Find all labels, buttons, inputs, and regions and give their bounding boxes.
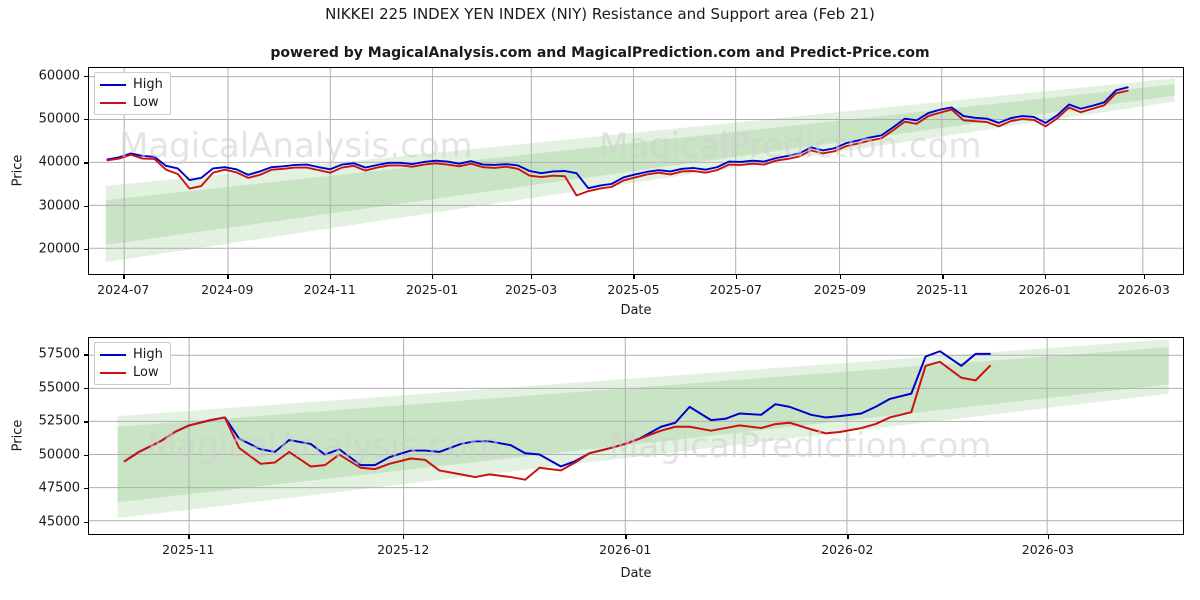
x-tick-mark <box>633 275 635 279</box>
x-tick-mark <box>735 275 738 279</box>
legend-swatch-low <box>100 101 126 104</box>
x-tick-mark <box>403 535 405 539</box>
legend-swatch-low-zoom <box>100 371 126 374</box>
series-line-low <box>106 89 1129 197</box>
y-tick-label: 60000 <box>38 68 80 84</box>
legend-swatch-high <box>100 83 126 86</box>
y-tick-mark <box>84 387 88 390</box>
x-tick-mark <box>942 275 944 279</box>
x-tick-mark <box>188 535 190 539</box>
x-tick-label: 2025-01 <box>405 282 459 297</box>
x-tick-mark <box>1044 275 1046 279</box>
overview-chart-svg <box>89 68 1183 274</box>
x-tick-mark <box>625 535 627 539</box>
zoom-legend: High Low <box>94 342 171 385</box>
y-tick-label: 30000 <box>38 198 80 214</box>
x-tick-mark <box>531 275 533 279</box>
y-tick-mark <box>84 488 88 490</box>
x-tick-label: 2024-09 <box>201 282 254 297</box>
y-tick-mark <box>84 354 88 356</box>
zoom-chart-svg <box>89 338 1183 534</box>
legend-row-high-zoom: High <box>100 347 163 362</box>
x-tick-label: 2025-11 <box>162 542 215 557</box>
x-tick-label: 2024-07 <box>97 282 150 297</box>
support-resistance-band <box>117 347 1169 503</box>
series-line-high <box>123 350 991 468</box>
x-tick-label: 2026-03 <box>1117 282 1170 297</box>
x-tick-label: 2024-11 <box>303 282 356 297</box>
x-tick-label: 2026-02 <box>821 542 874 557</box>
x-tick-mark <box>329 275 331 279</box>
zoom-chart-panel: MagicalAnalysis.com MagicalPrediction.co… <box>88 337 1184 535</box>
y-tick-mark <box>84 521 88 523</box>
y-tick-label: 40000 <box>38 154 80 170</box>
zoom-x-axis-label: Date <box>620 566 652 581</box>
x-tick-mark <box>1143 275 1145 279</box>
x-tick-mark <box>432 275 434 279</box>
x-tick-label: 2026-01 <box>599 542 652 557</box>
y-tick-mark <box>84 454 88 457</box>
y-tick-label: 57500 <box>38 346 80 362</box>
page-subtitle: powered by MagicalAnalysis.com and Magic… <box>270 45 930 61</box>
legend-label-low: Low <box>133 95 159 110</box>
legend-label-low-zoom: Low <box>133 365 159 380</box>
overview-x-axis-label: Date <box>620 303 652 318</box>
y-tick-mark <box>84 249 88 251</box>
x-tick-mark <box>839 275 842 279</box>
overview-chart-panel: MagicalAnalysis.com MagicalPrediction.co… <box>88 67 1184 275</box>
legend-label-high-zoom: High <box>133 347 163 362</box>
x-tick-mark <box>847 535 849 539</box>
y-tick-label: 50000 <box>38 447 80 463</box>
legend-row-low: Low <box>100 95 163 110</box>
x-tick-label: 2025-12 <box>377 542 430 557</box>
y-tick-label: 47500 <box>38 480 80 496</box>
overview-legend: High Low <box>94 72 171 115</box>
x-tick-mark <box>227 275 229 279</box>
x-tick-mark <box>123 275 125 279</box>
y-tick-label: 52500 <box>38 413 80 429</box>
y-tick-label: 45000 <box>38 514 80 530</box>
y-tick-mark <box>84 205 88 207</box>
x-tick-label: 2025-03 <box>504 282 558 297</box>
x-tick-label: 2026-03 <box>1021 542 1075 557</box>
series-line-high <box>106 86 1129 190</box>
x-tick-label: 2025-09 <box>813 282 867 297</box>
legend-swatch-high-zoom <box>100 353 126 356</box>
x-tick-label: 2025-07 <box>709 282 762 297</box>
x-tick-label: 2026-01 <box>1018 282 1071 297</box>
y-tick-mark <box>84 75 88 77</box>
y-tick-label: 50000 <box>38 111 80 127</box>
y-tick-mark <box>84 421 88 423</box>
x-tick-mark <box>1047 535 1050 539</box>
y-tick-mark <box>84 162 88 164</box>
overview-plot-area: MagicalAnalysis.com MagicalPrediction.co… <box>88 67 1184 275</box>
y-tick-label: 20000 <box>38 241 80 257</box>
overview-y-axis-label: Price <box>10 154 26 187</box>
legend-row-high: High <box>100 77 163 92</box>
y-tick-mark <box>84 119 88 121</box>
x-tick-label: 2025-11 <box>916 282 969 297</box>
y-tick-label: 55000 <box>38 380 80 396</box>
legend-label-high: High <box>133 77 163 92</box>
support-resistance-band <box>105 84 1175 245</box>
zoom-plot-area: MagicalAnalysis.com MagicalPrediction.co… <box>88 337 1184 535</box>
x-tick-label: 2025-05 <box>607 282 660 297</box>
series-line-low <box>123 360 991 481</box>
legend-row-low-zoom: Low <box>100 365 163 380</box>
page-title: NIKKEI 225 INDEX YEN INDEX (NIY) Resista… <box>325 5 875 23</box>
